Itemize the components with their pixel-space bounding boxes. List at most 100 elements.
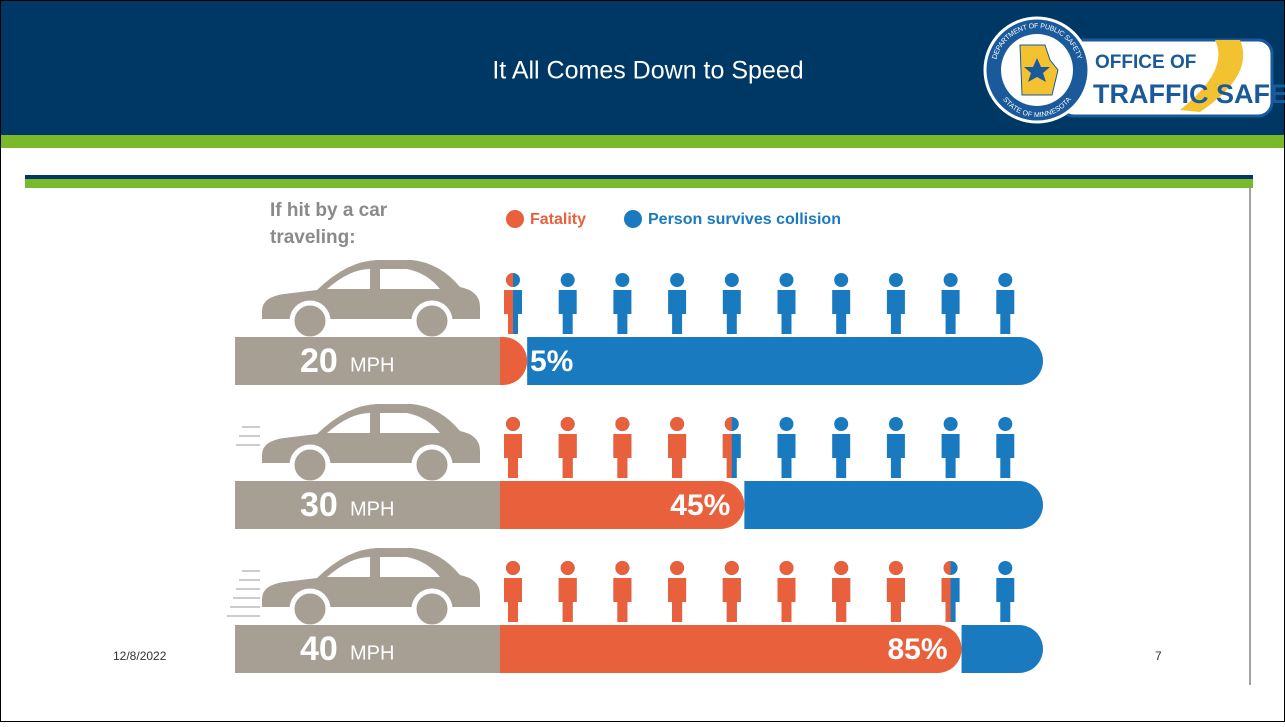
icon-body: [668, 578, 687, 622]
bar-segment: [744, 481, 1043, 529]
icon-head: [834, 273, 849, 287]
icon-body: [996, 290, 1015, 334]
icon-body: [504, 290, 513, 334]
pedestrian-icon: [886, 561, 905, 622]
value-label: 85%: [888, 633, 948, 666]
icon-body: [558, 290, 577, 334]
icon-head: [834, 417, 849, 431]
icon-body: [668, 290, 687, 334]
car: [262, 260, 480, 342]
pedestrian-icon: [996, 417, 1015, 478]
speed-box: [235, 337, 500, 385]
icon-body: [613, 290, 632, 334]
icon-head: [560, 417, 575, 431]
car-window: [327, 557, 370, 577]
icon-body: [777, 290, 796, 334]
logo-road: [1180, 40, 1244, 112]
icon-head: [943, 417, 958, 431]
car-wheel: [411, 588, 453, 630]
icon-head: [560, 273, 575, 287]
pedestrian-icon: [832, 417, 851, 478]
icon-body: [613, 434, 632, 478]
icon-head: [615, 417, 630, 431]
icon-head: [506, 273, 513, 287]
icon-body: [558, 578, 577, 622]
pedestrian-icon: [777, 273, 796, 334]
pedestrian-icon: [504, 417, 522, 478]
pedestrian-icon: [941, 273, 960, 334]
pedestrian-icon: [668, 273, 687, 334]
icon-head: [888, 561, 903, 575]
car-wheel: [289, 444, 331, 486]
pedestrian-icon: [886, 417, 905, 478]
car-window: [380, 413, 440, 433]
pedestrian-icon: [996, 561, 1015, 622]
pedestrian-icon: [777, 561, 796, 622]
bar-segment: [500, 337, 528, 385]
pedestrian-icon: [668, 561, 687, 622]
icon-body: [777, 434, 796, 478]
icon-head: [888, 273, 903, 287]
icon-head: [724, 561, 739, 575]
pedestrian-icon: [558, 417, 577, 478]
icon-head: [888, 417, 903, 431]
pedestrian-icon: [832, 273, 851, 334]
icon-body: [832, 290, 851, 334]
body-rule: [25, 179, 1253, 188]
footer-date: 12/8/2022: [113, 649, 167, 663]
pedestrian-icon: [558, 273, 577, 334]
seal-star: [1024, 58, 1050, 82]
icon-body: [832, 578, 851, 622]
car-window: [327, 413, 370, 433]
icon-head: [998, 273, 1013, 287]
car-wheel: [289, 300, 331, 342]
value-label: 45%: [670, 489, 730, 522]
chart-subtitle: If hit by a car: [270, 200, 388, 221]
header-accent: [1, 135, 1284, 148]
icon-head: [998, 561, 1013, 575]
pedestrian-icon: [722, 561, 741, 622]
icon-head: [615, 273, 630, 287]
speed-value: 30: [300, 486, 338, 524]
icon-head: [724, 273, 739, 287]
pedestrian-icon: [886, 273, 905, 334]
bar-segment: [500, 481, 745, 529]
pedestrian-icon: [668, 417, 687, 478]
chart-subtitle: traveling:: [270, 227, 356, 248]
pedestrian-icon: [613, 417, 632, 478]
speed-box: [235, 481, 500, 529]
icon-body: [941, 434, 960, 478]
icon-body: [722, 290, 741, 334]
icon-body: [613, 578, 632, 622]
icon-body: [996, 434, 1015, 478]
bar-segment: [961, 625, 1043, 673]
car-wheel: [411, 300, 453, 342]
logo: OFFICE OF TRAFFIC SAFETY DEPARTMENT OF P…: [983, 16, 1285, 124]
car: [236, 404, 480, 486]
speed-value: 40: [300, 630, 338, 668]
bar-segment: [527, 337, 1043, 385]
icon-head: [943, 273, 958, 287]
icon-head: [779, 561, 794, 575]
logo-line2: TRAFFIC SAFETY: [1093, 79, 1285, 109]
speed-unit: MPH: [350, 498, 394, 520]
logo-line1: OFFICE OF: [1095, 52, 1196, 73]
icon-head: [834, 561, 849, 575]
pedestrian-icon: [722, 273, 741, 334]
car: [227, 548, 480, 630]
icon-head: [670, 417, 685, 431]
icon-body: [722, 578, 741, 622]
icon-body: [941, 578, 951, 622]
icon-body: [722, 434, 732, 478]
icon-body: [777, 578, 796, 622]
car-wheel: [289, 588, 331, 630]
bar-segment: [500, 625, 962, 673]
speed-value: 20: [300, 342, 338, 380]
pedestrian-icon: [941, 561, 951, 622]
legend-swatch: [506, 210, 524, 228]
speed-unit: MPH: [350, 354, 394, 376]
icon-body: [558, 434, 577, 478]
slide-title: It All Comes Down to Speed: [492, 57, 803, 85]
car-window: [380, 557, 440, 577]
